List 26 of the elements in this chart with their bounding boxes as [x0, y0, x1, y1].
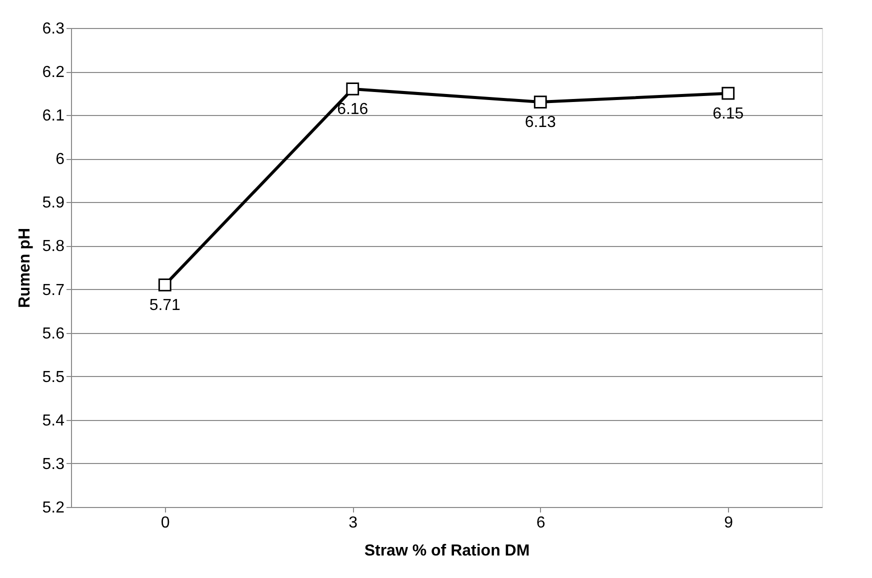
- point: [346, 82, 360, 96]
- data-label: 6.13: [524, 114, 556, 132]
- x-tick-label: 9: [724, 514, 734, 532]
- data-label: 5.71: [149, 296, 181, 314]
- y-tick-label: 5.4: [42, 412, 65, 430]
- point: [722, 86, 735, 100]
- y-tick-label: 5.5: [42, 368, 65, 386]
- y-tick-label: 6: [56, 151, 65, 168]
- x-tick-label: 6: [536, 514, 546, 532]
- y-tick-label: 6.2: [42, 64, 65, 82]
- data-label: 6.16: [337, 100, 368, 118]
- x-axis-title: Straw % of Ration DM: [364, 542, 530, 560]
- point: [158, 278, 172, 292]
- y-tick-label: 5.6: [42, 325, 65, 342]
- y-tick-label: 6.1: [42, 108, 65, 125]
- y-tick-label: 5.7: [42, 282, 65, 299]
- y-axis-title: Rumen pH: [16, 228, 34, 308]
- data-label: 6.15: [712, 105, 744, 122]
- x-tick-label: 0: [160, 514, 170, 532]
- y-tick-label: 5.2: [42, 500, 65, 516]
- y-tick-label: 5.8: [42, 238, 65, 256]
- x-tick-label: 3: [348, 514, 358, 532]
- point: [534, 96, 547, 108]
- y-tick-label: 5.9: [42, 194, 65, 212]
- y-tick-label: 5.3: [42, 456, 65, 473]
- y-tick-label: 6.3: [42, 20, 65, 38]
